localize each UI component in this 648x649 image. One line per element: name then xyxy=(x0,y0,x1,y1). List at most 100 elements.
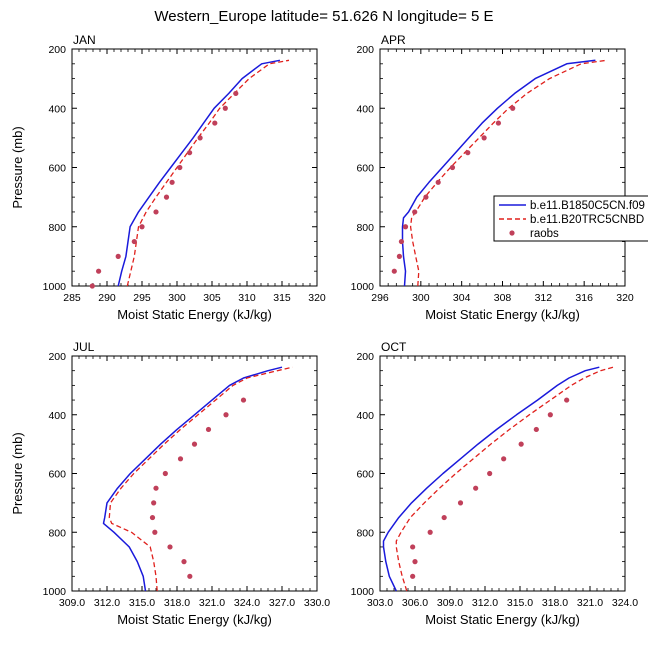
plot-frame xyxy=(379,355,626,592)
x-tick-label: 320 xyxy=(616,292,634,304)
x-tick-label: 285 xyxy=(63,292,81,304)
raobs-point xyxy=(457,500,464,506)
x-tick-label: 330.0 xyxy=(304,597,330,609)
series-line-b1850 xyxy=(382,366,600,592)
panel-oct: 303.0 306.0 309.0 312.0 315.0 318.0 321.0 324.0… xyxy=(351,340,639,627)
y-tick-label: 1000 xyxy=(351,586,375,598)
y-tick-label: 1000 xyxy=(351,281,375,293)
x-tick-label: 308 xyxy=(494,292,512,304)
raobs-point xyxy=(162,470,168,477)
panel-title: JUL xyxy=(73,340,95,354)
raobs-point xyxy=(435,179,441,185)
raobs-point xyxy=(391,268,397,274)
raobs-point xyxy=(152,529,158,535)
panel-title: APR xyxy=(381,33,406,47)
figure-title: Western_Europe latitude= 51.626 N longit… xyxy=(154,8,493,25)
x-tick-label: 312.0 xyxy=(472,597,498,609)
raobs-point xyxy=(233,90,239,97)
legend-label: b.e11.B20TRC5CNBD xyxy=(530,214,644,226)
plot-frame xyxy=(379,48,626,287)
raobs-point xyxy=(495,120,502,126)
y-tick-label: 200 xyxy=(48,44,66,56)
x-tick-label: 324.0 xyxy=(612,597,638,609)
panels: 285 290 295 300 305 310 315 320 200 400 600 800 1000… xyxy=(10,33,638,627)
raobs-point xyxy=(177,164,183,171)
legend-label: b.e11.B1850C5CN.f09 xyxy=(530,200,645,212)
raobs-point xyxy=(547,412,553,418)
raobs-point xyxy=(212,120,218,126)
raobs-point xyxy=(163,194,170,200)
raobs-point xyxy=(410,573,416,579)
raobs-point xyxy=(412,559,418,565)
raobs-point xyxy=(398,238,405,245)
plot-frame xyxy=(71,355,318,592)
y-tick-label: 800 xyxy=(48,527,66,539)
raobs-point xyxy=(222,105,228,111)
series-line-b1850 xyxy=(401,59,596,287)
x-tick-label: 296 xyxy=(371,292,389,304)
y-tick-label: 200 xyxy=(356,351,374,363)
raobs-point xyxy=(501,456,507,462)
raobs-point xyxy=(149,514,156,521)
x-axis-label: Moist Static Energy (kJ/kg) xyxy=(117,307,272,322)
legend: b.e11.B1850C5CN.f09 b.e11.B20TRC5CNBD raob… xyxy=(493,195,648,242)
y-tick-label: 800 xyxy=(356,222,374,234)
x-tick-label: 321.0 xyxy=(577,597,603,609)
y-tick-label: 600 xyxy=(356,163,374,175)
x-tick-label: 309.0 xyxy=(59,597,85,609)
raobs-point xyxy=(181,559,187,565)
panel-apr: 296 300 304 308 312 316 320 200 400 600 800 1000 APR… xyxy=(351,33,634,322)
legend-marker xyxy=(509,230,515,236)
panel-title: OCT xyxy=(381,340,407,354)
x-axis-label: Moist Static Energy (kJ/kg) xyxy=(425,612,580,627)
series-line-b20tr xyxy=(409,59,607,287)
y-tick-label: 1000 xyxy=(43,281,67,293)
x-tick-label: 320 xyxy=(308,292,326,304)
series-line-b20tr xyxy=(395,366,614,592)
raobs-point xyxy=(177,456,184,462)
x-tick-label: 310 xyxy=(238,292,256,304)
plot-frame xyxy=(71,48,318,287)
y-axis-label: Pressure (mb) xyxy=(10,126,25,208)
x-tick-label: 315.0 xyxy=(507,597,533,609)
y-tick-label: 400 xyxy=(356,410,374,422)
x-tick-label: 290 xyxy=(98,292,116,304)
raobs-point xyxy=(89,283,95,289)
raobs-point xyxy=(187,150,193,156)
raobs-point xyxy=(153,209,159,215)
panel-jan: 285 290 295 300 305 310 315 320 200 400 600 800 1000… xyxy=(10,33,326,322)
raobs-point xyxy=(510,105,516,111)
y-tick-label: 600 xyxy=(356,469,374,481)
raobs-point xyxy=(533,426,539,433)
x-tick-label: 321.0 xyxy=(199,597,225,609)
x-tick-label: 306.0 xyxy=(402,597,428,609)
x-tick-label: 318.0 xyxy=(542,597,568,609)
raobs-point xyxy=(465,150,471,156)
raobs-point xyxy=(423,194,429,200)
y-tick-label: 1000 xyxy=(43,586,67,598)
panel-jul: 309.0 312.0 315.0 318.0 321.0 324.0 327.0 330.0… xyxy=(10,340,330,627)
raobs-point xyxy=(240,397,247,403)
raobs-point xyxy=(131,238,137,245)
x-tick-label: 303.0 xyxy=(367,597,393,609)
x-tick-label: 324.0 xyxy=(234,597,260,609)
y-tick-label: 200 xyxy=(356,44,374,56)
x-tick-label: 295 xyxy=(133,292,151,304)
raobs-point xyxy=(473,485,479,491)
raobs-point xyxy=(441,514,447,521)
legend-label: raobs xyxy=(530,228,559,240)
raobs-point xyxy=(205,426,212,433)
y-tick-label: 800 xyxy=(356,527,374,539)
raobs-point xyxy=(518,441,524,447)
y-axis-label: Pressure (mb) xyxy=(10,432,25,514)
raobs-point xyxy=(187,573,193,579)
x-tick-label: 327.0 xyxy=(269,597,295,609)
raobs-point xyxy=(487,470,493,477)
raobs-point xyxy=(412,209,418,215)
raobs-point xyxy=(223,412,229,418)
x-axis-label: Moist Static Energy (kJ/kg) xyxy=(117,612,272,627)
raobs-point xyxy=(427,529,433,535)
raobs-point xyxy=(151,500,157,506)
x-tick-label: 304 xyxy=(453,292,471,304)
